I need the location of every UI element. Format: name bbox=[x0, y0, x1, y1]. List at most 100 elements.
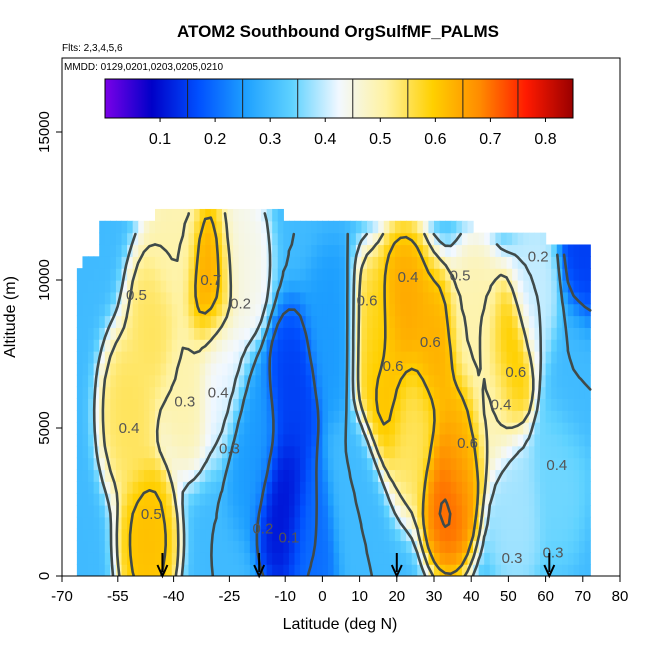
heatmap-cell bbox=[439, 433, 446, 447]
heatmap-cell bbox=[551, 303, 558, 317]
heatmap-cell bbox=[450, 504, 457, 518]
heatmap-cell bbox=[495, 303, 502, 317]
heatmap-cell bbox=[422, 303, 430, 317]
heatmap-cell bbox=[244, 280, 251, 293]
heatmap-cell bbox=[238, 232, 245, 246]
heatmap-cell bbox=[478, 433, 485, 447]
heatmap-cell bbox=[545, 362, 552, 376]
heatmap-cell bbox=[82, 280, 89, 293]
heatmap-cell bbox=[93, 268, 100, 281]
heatmap-cell bbox=[439, 315, 446, 328]
heatmap-cell bbox=[188, 315, 195, 328]
heatmap-cell bbox=[99, 445, 106, 459]
heatmap-cell bbox=[383, 351, 390, 364]
heatmap-cell bbox=[149, 291, 156, 305]
contour-labels: 0.4 0.50.20.40.3 0.30.60.40.60.60.60.60.20… bbox=[119, 248, 568, 567]
heatmap-cell bbox=[478, 493, 485, 506]
heatmap-cell bbox=[82, 374, 89, 388]
heatmap-cell bbox=[255, 422, 262, 435]
heatmap-cell bbox=[233, 433, 240, 447]
heatmap-cell bbox=[383, 481, 390, 494]
contour-label: 0.3 bbox=[219, 441, 240, 458]
heatmap-cell bbox=[138, 445, 145, 459]
heatmap-cell bbox=[383, 398, 390, 411]
heatmap-cell bbox=[199, 268, 206, 281]
heatmap-cell bbox=[400, 362, 407, 376]
heatmap-cell bbox=[244, 244, 251, 257]
heatmap-cell bbox=[210, 528, 217, 542]
heatmap-cell bbox=[339, 410, 346, 423]
heatmap-cell bbox=[82, 445, 89, 459]
heatmap-cell bbox=[233, 362, 240, 376]
heatmap-cell bbox=[155, 469, 162, 482]
heatmap-cell bbox=[439, 410, 446, 423]
heatmap-cell bbox=[500, 552, 508, 565]
heatmap-cell bbox=[389, 339, 396, 352]
heatmap-cell bbox=[199, 280, 206, 293]
heatmap-cell bbox=[355, 564, 363, 576]
heatmap-cell bbox=[227, 244, 234, 257]
heatmap-cell bbox=[233, 386, 240, 399]
heatmap-cell bbox=[266, 516, 273, 530]
heatmap-cell bbox=[434, 327, 441, 340]
heatmap-cell bbox=[82, 433, 89, 447]
heatmap-cell bbox=[272, 433, 279, 447]
heatmap-cell bbox=[400, 244, 407, 257]
heatmap-cell bbox=[182, 315, 190, 328]
heatmap-cell bbox=[495, 398, 502, 411]
heatmap-cell bbox=[512, 469, 519, 482]
heatmap-cell bbox=[394, 327, 402, 340]
y-tick-label: 0 bbox=[36, 572, 53, 580]
heatmap-cell bbox=[182, 220, 190, 234]
heatmap-cell bbox=[478, 232, 485, 246]
heatmap-cell bbox=[155, 540, 162, 553]
heatmap-cell bbox=[115, 493, 123, 506]
heatmap-cell bbox=[456, 280, 463, 293]
heatmap-cell bbox=[411, 504, 418, 518]
heatmap-cell bbox=[82, 516, 89, 530]
heatmap-cell bbox=[355, 422, 363, 435]
heatmap-cell bbox=[244, 315, 251, 328]
heatmap-cell bbox=[489, 469, 496, 482]
heatmap-cell bbox=[93, 422, 100, 435]
heatmap-cell bbox=[115, 528, 123, 542]
heatmap-cell bbox=[528, 516, 536, 530]
heatmap-cell bbox=[428, 564, 435, 576]
heatmap-cell bbox=[244, 504, 251, 518]
heatmap-cell bbox=[540, 398, 547, 411]
heatmap-cell bbox=[221, 540, 229, 553]
heatmap-cell bbox=[540, 493, 547, 506]
heatmap-cell bbox=[110, 504, 117, 518]
heatmap-cell bbox=[445, 540, 452, 553]
heatmap-cell bbox=[411, 422, 418, 435]
heatmap-cell bbox=[311, 303, 318, 317]
heatmap-cell bbox=[316, 220, 323, 234]
heatmap-cell bbox=[506, 327, 513, 340]
heatmap-cell bbox=[400, 398, 407, 411]
heatmap-cell bbox=[523, 564, 530, 576]
contour-label: 0.1 bbox=[278, 530, 299, 547]
heatmap-cell bbox=[517, 433, 524, 447]
heatmap-cell bbox=[394, 469, 402, 482]
heatmap-cell bbox=[216, 386, 223, 399]
heatmap-cell bbox=[567, 291, 575, 305]
heatmap-cell bbox=[138, 481, 145, 494]
heatmap-cell bbox=[294, 291, 301, 305]
heatmap-cell bbox=[367, 469, 374, 482]
heatmap-cell bbox=[171, 280, 178, 293]
heatmap-cell bbox=[567, 457, 575, 471]
heatmap-cell bbox=[506, 540, 513, 553]
heatmap-cell bbox=[166, 256, 173, 269]
heatmap-cell bbox=[249, 433, 257, 447]
heatmap-cell bbox=[132, 315, 139, 328]
heatmap-cell bbox=[182, 232, 190, 246]
heatmap-cell bbox=[316, 244, 323, 257]
heatmap-cell bbox=[88, 481, 95, 494]
heatmap-cell bbox=[422, 280, 430, 293]
heatmap-cell bbox=[445, 244, 452, 257]
heatmap-cell bbox=[233, 268, 240, 281]
heatmap-cell bbox=[294, 398, 301, 411]
heatmap-cell bbox=[305, 422, 312, 435]
heatmap-cell bbox=[551, 374, 558, 388]
heatmap-cell bbox=[288, 552, 296, 565]
